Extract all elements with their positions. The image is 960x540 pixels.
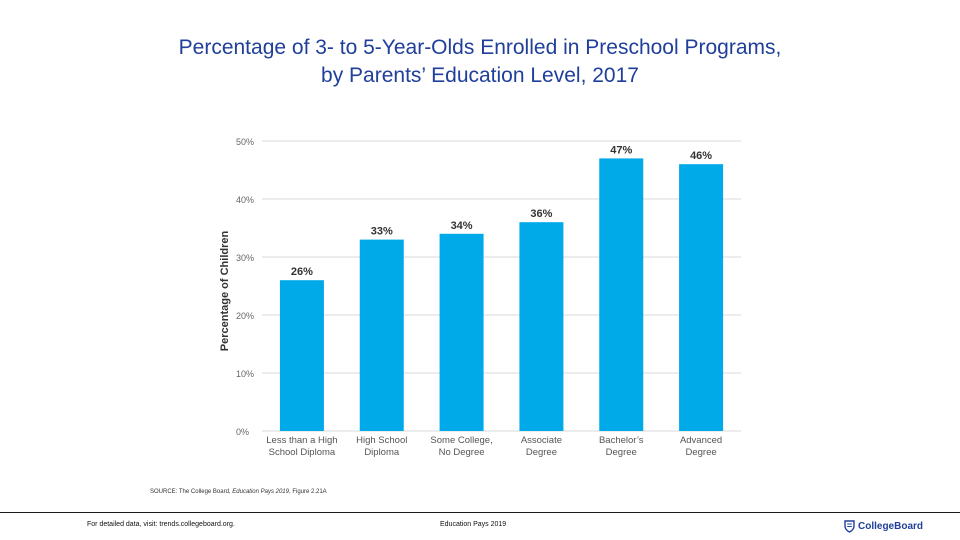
shield-icon <box>844 519 855 533</box>
x-tick-label: Some College, <box>430 435 492 446</box>
x-tick-label: Advanced <box>680 435 722 446</box>
bar <box>279 280 324 431</box>
bar-value-label: 46% <box>690 150 712 162</box>
footer-data-link[interactable]: For detailed data, visit: trends.college… <box>87 521 235 528</box>
x-tick-label: Diploma <box>364 447 400 458</box>
y-tick-label: 40% <box>236 195 254 205</box>
bar <box>359 239 404 431</box>
bar-value-label: 36% <box>530 208 552 220</box>
bar <box>599 158 644 431</box>
bar-value-label: 34% <box>451 220 473 232</box>
x-tick-label: Associate <box>521 435 562 446</box>
x-tick-label: Bachelor’s <box>599 435 644 446</box>
bar <box>679 164 724 431</box>
chart-title: Percentage of 3- to 5-Year-Olds Enrolled… <box>60 34 900 90</box>
x-tick-label: Degree <box>526 447 557 458</box>
bar <box>519 222 564 431</box>
x-tick-label: Less than a High <box>266 435 337 446</box>
bar-value-label: 26% <box>291 266 313 278</box>
bar-value-label: 33% <box>371 226 393 238</box>
x-tick-label: Degree <box>685 447 716 458</box>
y-tick-label: 0% <box>236 427 249 437</box>
x-tick-label: Degree <box>606 447 637 458</box>
brand-name: CollegeBoard <box>858 520 924 532</box>
y-axis-title: Percentage of Children <box>219 231 231 352</box>
bar <box>439 233 484 431</box>
footer-divider <box>0 512 960 513</box>
x-tick-label: School Diploma <box>269 447 336 458</box>
bar-chart: 0% 10% 20% 30% 40% 50% Percentage of Children 2… <box>219 137 741 458</box>
chart-title-line-2: by Parents’ Education Level, 2017 <box>321 64 639 87</box>
college-board-logo: CollegeBoard <box>844 518 923 534</box>
source-note: SOURCE: The College Board, Education Pay… <box>150 489 327 495</box>
footer-publication: Education Pays 2019 <box>440 521 507 528</box>
x-tick-label: High School <box>356 435 407 446</box>
y-tick-label: 10% <box>236 369 254 379</box>
y-tick-label: 30% <box>236 253 254 263</box>
y-tick-label: 50% <box>236 137 254 147</box>
y-tick-label: 20% <box>236 311 254 321</box>
bar-value-label: 47% <box>610 144 632 156</box>
chart-title-line-1: Percentage of 3- to 5-Year-Olds Enrolled… <box>178 36 782 59</box>
x-tick-label: No Degree <box>439 447 485 458</box>
